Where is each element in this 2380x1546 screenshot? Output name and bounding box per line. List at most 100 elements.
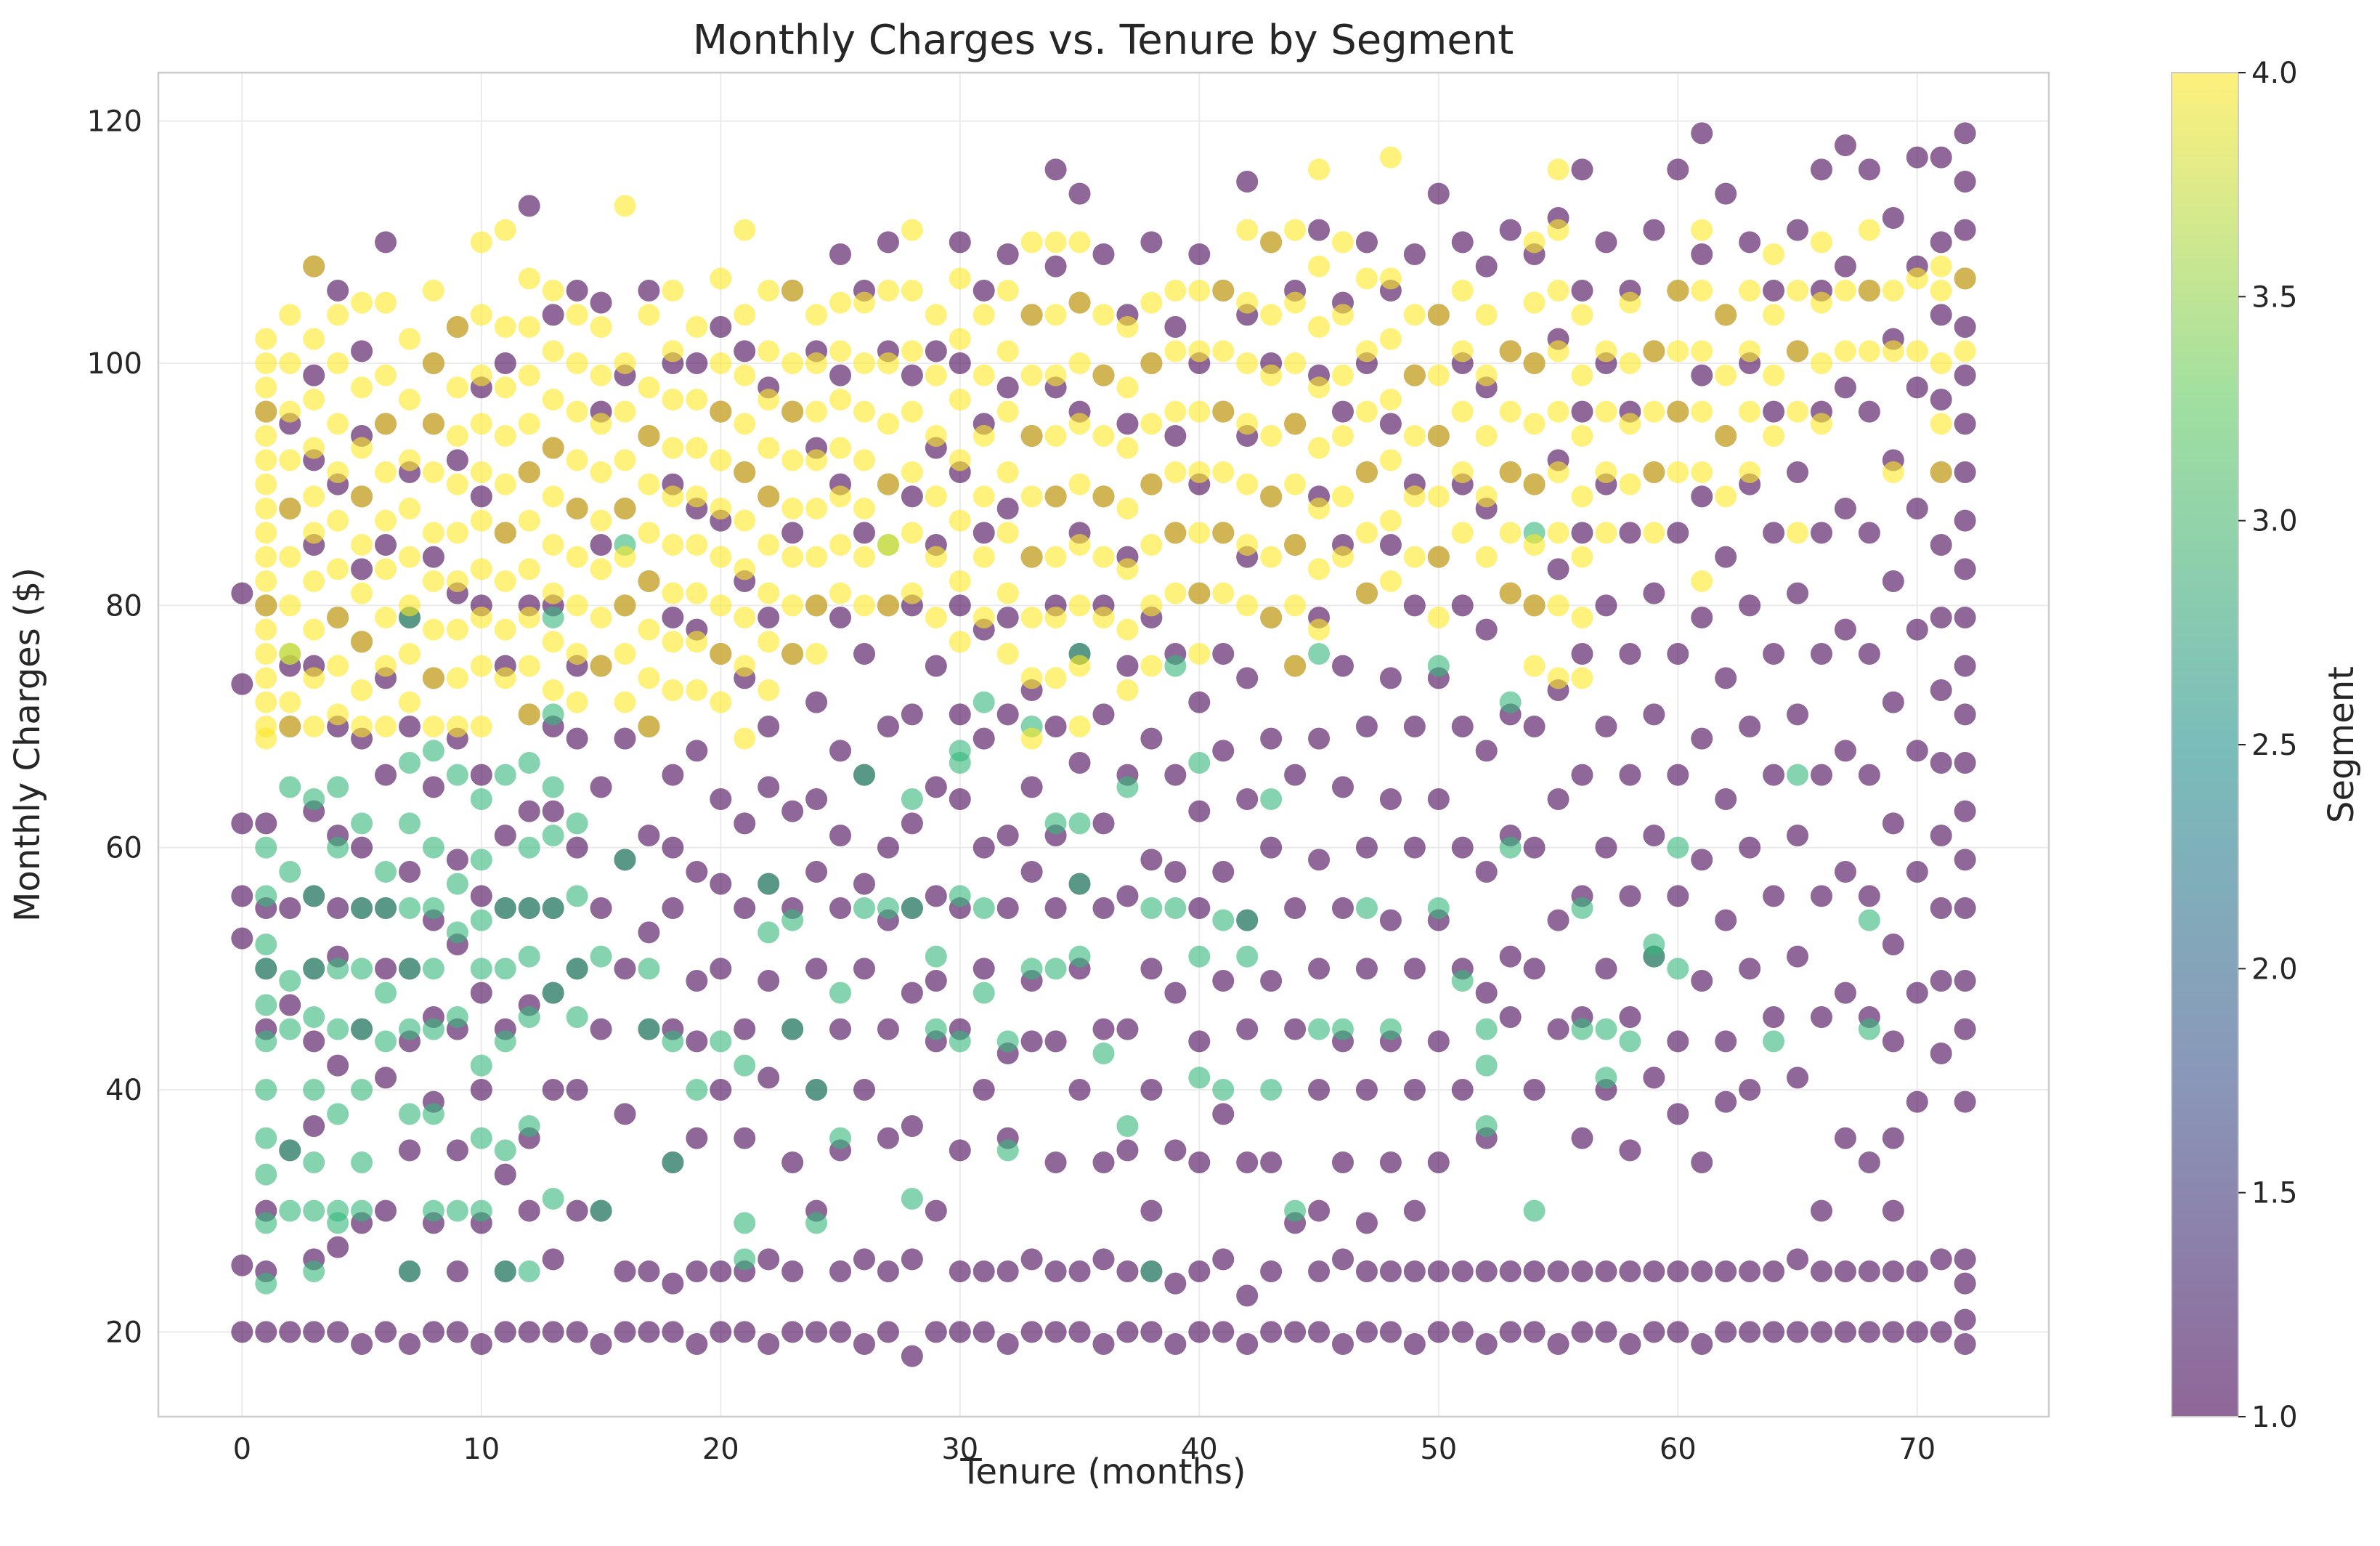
- data-point-segment-1: [1787, 945, 1809, 968]
- data-point-segment-4: [877, 280, 899, 301]
- data-point-segment-1: [327, 280, 349, 301]
- data-point-segment-3: [422, 1018, 444, 1040]
- data-point-segment-1: [1643, 219, 1665, 241]
- data-point-segment-4: [1523, 594, 1546, 617]
- data-point-segment-1: [1763, 1321, 1785, 1343]
- data-point-segment-4: [949, 509, 971, 532]
- data-point-segment-4: [327, 461, 349, 483]
- data-point-segment-1: [1188, 1152, 1211, 1173]
- data-point-segment-1: [1403, 243, 1426, 265]
- data-point-segment-4: [1140, 594, 1163, 617]
- data-point-segment-1: [1954, 122, 1976, 145]
- data-point-segment-4: [566, 498, 588, 519]
- data-point-segment-4: [1667, 400, 1689, 423]
- data-point-segment-4: [1044, 485, 1067, 508]
- data-point-segment-4: [494, 473, 516, 495]
- data-point-segment-4: [1068, 413, 1091, 435]
- data-point-segment-1: [1643, 825, 1665, 846]
- data-point-segment-1: [614, 1260, 636, 1282]
- data-point-segment-1: [829, 1018, 852, 1040]
- data-point-segment-4: [686, 316, 708, 338]
- data-point-segment-3: [972, 691, 995, 713]
- data-point-segment-4: [1331, 231, 1354, 254]
- data-point-segment-4: [446, 376, 468, 399]
- data-point-segment-1: [375, 1067, 397, 1089]
- data-point-segment-3: [925, 1018, 947, 1040]
- data-point-segment-1: [1355, 1079, 1378, 1101]
- data-point-segment-1: [566, 280, 588, 301]
- data-point-segment-4: [949, 389, 971, 410]
- data-point-segment-1: [1284, 764, 1307, 786]
- data-point-segment-4: [1020, 667, 1043, 689]
- data-point-segment-4: [805, 546, 828, 568]
- data-point-segment-1: [542, 1079, 564, 1101]
- data-point-segment-3: [949, 885, 971, 907]
- data-point-segment-1: [1092, 1333, 1115, 1355]
- data-point-segment-1: [1619, 1006, 1641, 1028]
- data-point-segment-4: [638, 716, 660, 737]
- data-point-segment-4: [255, 352, 277, 374]
- data-point-segment-4: [1331, 364, 1354, 386]
- data-point-segment-1: [781, 1152, 804, 1173]
- data-point-segment-1: [375, 231, 397, 254]
- data-point-segment-3: [375, 861, 397, 883]
- data-point-segment-4: [518, 655, 540, 677]
- data-point-segment-3: [734, 1212, 756, 1234]
- data-point-segment-1: [972, 522, 995, 544]
- data-point-segment-4: [566, 643, 588, 665]
- data-point-segment-4: [398, 594, 421, 617]
- data-point-segment-3: [1236, 945, 1259, 968]
- data-point-segment-3: [255, 885, 277, 907]
- data-point-segment-4: [1116, 618, 1139, 641]
- data-point-segment-1: [303, 1030, 325, 1053]
- data-point-segment-1: [1882, 691, 1904, 713]
- data-point-segment-1: [1691, 1152, 1713, 1173]
- data-point-segment-4: [375, 413, 397, 435]
- data-point-segment-1: [1571, 1127, 1593, 1149]
- data-point-segment-4: [1739, 461, 1761, 483]
- data-point-segment-3: [303, 1006, 325, 1028]
- data-point-segment-4: [901, 400, 923, 423]
- data-point-segment-1: [662, 607, 684, 628]
- data-point-segment-4: [1355, 582, 1378, 604]
- data-point-segment-3: [422, 836, 444, 859]
- data-point-segment-1: [1451, 1260, 1474, 1282]
- data-point-segment-4: [1691, 400, 1713, 423]
- data-point-segment-4: [1547, 667, 1569, 689]
- x-tick-label: 20: [702, 1433, 739, 1466]
- data-point-segment-1: [1858, 764, 1880, 786]
- data-point-segment-4: [758, 679, 780, 701]
- data-point-segment-4: [1379, 449, 1402, 472]
- data-point-segment-1: [446, 1260, 468, 1282]
- data-point-segment-4: [710, 691, 732, 713]
- data-point-segment-4: [1140, 655, 1163, 677]
- data-point-segment-1: [327, 1236, 349, 1258]
- data-point-segment-3: [351, 1018, 373, 1040]
- data-point-segment-3: [758, 873, 780, 895]
- data-point-segment-4: [758, 437, 780, 459]
- data-point-segment-4: [853, 291, 876, 314]
- data-point-segment-1: [470, 1333, 492, 1355]
- data-point-segment-3: [1331, 1018, 1354, 1040]
- data-point-segment-4: [662, 340, 684, 363]
- data-point-segment-4: [279, 594, 301, 617]
- colorbar-tick-label: 3.5: [2251, 280, 2298, 314]
- data-point-segment-4: [1260, 364, 1283, 386]
- data-point-segment-1: [542, 1248, 564, 1271]
- data-point-segment-4: [662, 679, 684, 701]
- data-point-segment-3: [1523, 1199, 1546, 1222]
- data-point-segment-4: [518, 461, 540, 483]
- data-point-segment-4: [1403, 546, 1426, 568]
- data-point-segment-1: [1882, 570, 1904, 592]
- data-point-segment-4: [255, 425, 277, 447]
- data-point-segment-4: [1308, 558, 1331, 580]
- data-point-segment-1: [279, 994, 301, 1016]
- data-point-segment-4: [1284, 219, 1307, 241]
- data-point-segment-4: [279, 691, 301, 713]
- data-point-segment-4: [877, 352, 899, 374]
- data-point-segment-1: [231, 927, 253, 950]
- data-point-segment-4: [422, 461, 444, 483]
- data-point-segment-1: [1763, 400, 1785, 423]
- data-point-segment-1: [758, 607, 780, 628]
